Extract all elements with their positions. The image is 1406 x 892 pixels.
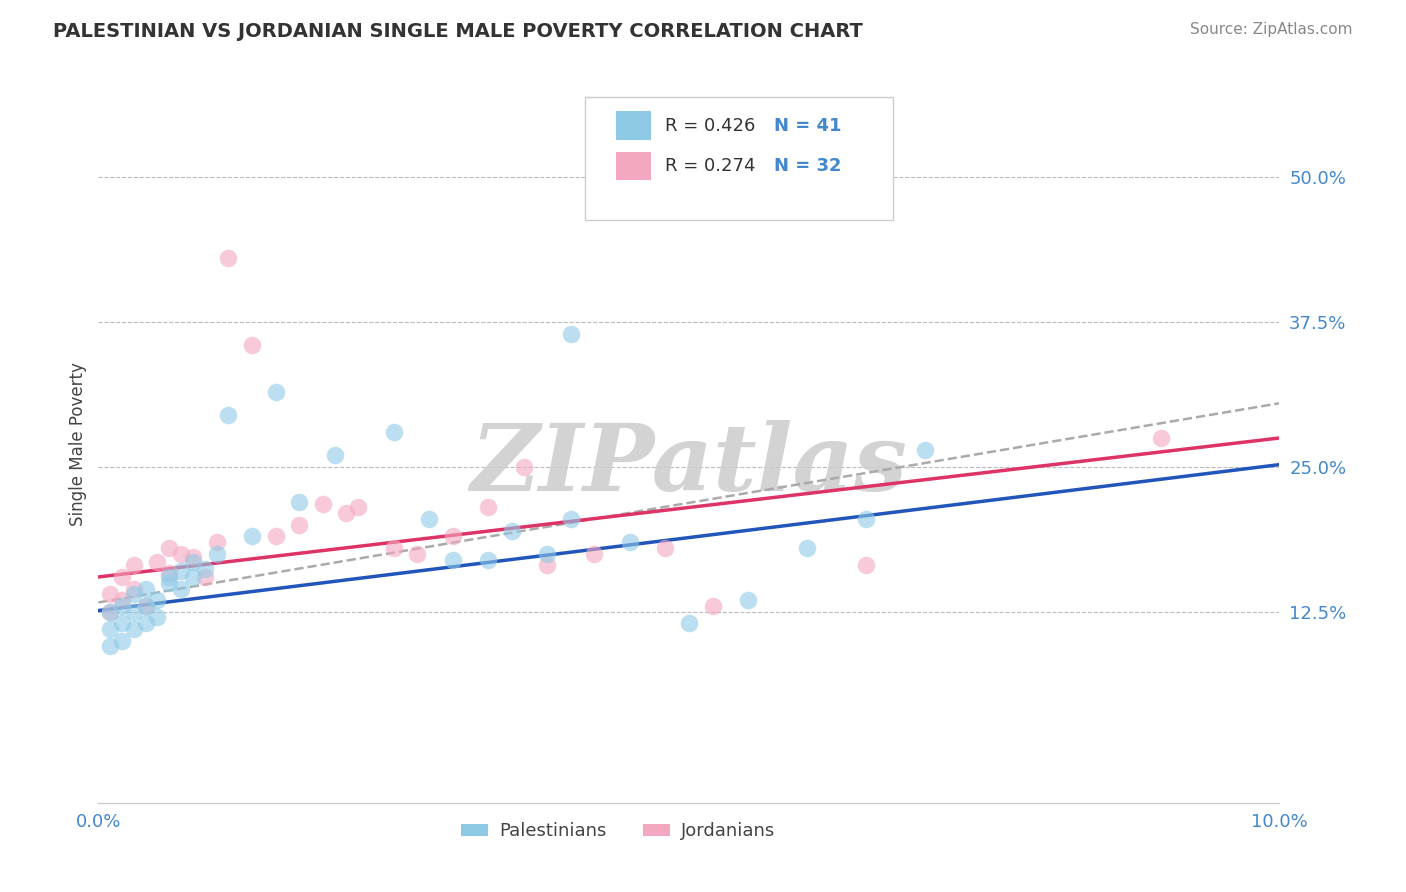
Point: [536, 558, 558, 573]
Point: [135, 616, 157, 631]
FancyBboxPatch shape: [616, 112, 651, 140]
Point: [181, 570, 204, 584]
Point: [264, 529, 287, 543]
Point: [240, 338, 263, 352]
Point: [111, 570, 134, 584]
Point: [181, 550, 204, 565]
Point: [146, 610, 169, 624]
Point: [855, 558, 877, 573]
Point: [194, 570, 217, 584]
Y-axis label: Single Male Poverty: Single Male Poverty: [69, 362, 87, 525]
Point: [323, 448, 346, 462]
Point: [501, 524, 523, 538]
Point: [170, 582, 193, 596]
Point: [217, 408, 239, 422]
Point: [1150, 431, 1173, 445]
Point: [122, 622, 145, 636]
Text: PALESTINIAN VS JORDANIAN SINGLE MALE POVERTY CORRELATION CHART: PALESTINIAN VS JORDANIAN SINGLE MALE POV…: [53, 22, 863, 41]
Point: [288, 517, 311, 532]
Text: Source: ZipAtlas.com: Source: ZipAtlas.com: [1189, 22, 1353, 37]
Point: [406, 547, 429, 561]
Point: [264, 384, 287, 399]
Point: [98, 622, 121, 636]
Point: [441, 529, 464, 543]
Legend: Palestinians, Jordanians: Palestinians, Jordanians: [454, 815, 782, 847]
Text: R = 0.274: R = 0.274: [665, 157, 756, 175]
Point: [170, 564, 193, 578]
Point: [111, 633, 134, 648]
Point: [98, 587, 121, 601]
Point: [347, 500, 370, 515]
Point: [98, 605, 121, 619]
Point: [240, 529, 263, 543]
Point: [560, 326, 582, 341]
Point: [382, 425, 405, 440]
Point: [181, 555, 204, 569]
Point: [111, 616, 134, 631]
Point: [217, 252, 239, 266]
Point: [855, 512, 877, 526]
Point: [146, 555, 169, 569]
Point: [560, 512, 582, 526]
FancyBboxPatch shape: [585, 97, 893, 219]
Point: [288, 494, 311, 508]
Point: [170, 547, 193, 561]
Point: [512, 459, 534, 474]
Text: N = 32: N = 32: [773, 157, 841, 175]
Point: [312, 497, 335, 511]
Point: [914, 442, 936, 457]
Point: [477, 500, 499, 515]
Point: [583, 547, 606, 561]
Point: [111, 599, 134, 613]
Point: [122, 582, 145, 596]
Point: [157, 575, 180, 590]
Point: [477, 552, 499, 566]
Point: [418, 512, 440, 526]
Point: [205, 547, 228, 561]
Point: [122, 587, 145, 601]
Point: [122, 605, 145, 619]
Point: [146, 593, 169, 607]
Point: [737, 593, 759, 607]
Point: [194, 562, 217, 576]
Point: [135, 599, 157, 613]
Point: [157, 566, 180, 581]
Point: [98, 605, 121, 619]
Point: [619, 535, 641, 549]
Text: ZIPatlas: ZIPatlas: [471, 420, 907, 510]
Text: R = 0.426: R = 0.426: [665, 117, 755, 135]
Point: [205, 535, 228, 549]
Point: [441, 552, 464, 566]
Point: [157, 570, 180, 584]
Point: [135, 599, 157, 613]
Point: [135, 582, 157, 596]
Point: [678, 616, 700, 631]
Point: [122, 558, 145, 573]
Point: [98, 640, 121, 654]
Point: [157, 541, 180, 555]
Point: [111, 593, 134, 607]
Point: [654, 541, 676, 555]
Point: [796, 541, 818, 555]
Point: [536, 547, 558, 561]
Point: [335, 506, 357, 520]
FancyBboxPatch shape: [616, 152, 651, 180]
Text: N = 41: N = 41: [773, 117, 841, 135]
Point: [382, 541, 405, 555]
Point: [702, 599, 724, 613]
